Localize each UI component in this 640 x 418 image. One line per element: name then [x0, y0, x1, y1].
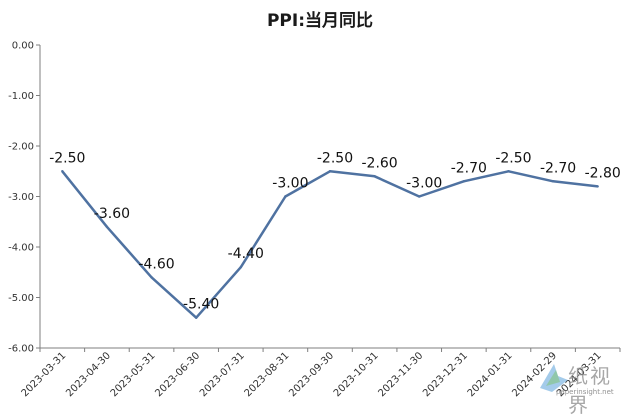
x-tick-label: 2023-10-31 [332, 350, 381, 399]
data-point [105, 225, 109, 228]
series-layer [61, 170, 599, 319]
data-point [551, 180, 555, 183]
x-tick-label: 2023-08-31 [243, 350, 292, 399]
x-tick-label: 2023-04-30 [64, 350, 113, 399]
x-tick-label: 2023-11-30 [376, 350, 425, 399]
data-point [418, 195, 421, 198]
data-point [61, 170, 64, 173]
x-tick-label: 2023-09-30 [287, 350, 336, 399]
data-label: -4.60 [138, 256, 174, 272]
data-label: -3.60 [94, 206, 130, 222]
x-tick-label: 2023-05-31 [109, 350, 158, 399]
data-label: -2.80 [585, 165, 621, 181]
data-point [239, 266, 242, 269]
y-tick-label: -2.00 [8, 142, 34, 153]
data-label: -2.50 [495, 150, 531, 166]
watermark-logo: 纸视界 paperinsight.net [534, 358, 626, 417]
data-point [462, 180, 466, 183]
x-tick-label: 2023-07-31 [198, 350, 247, 399]
chart-title: PPI:当月同比 [266, 11, 374, 31]
data-point [596, 185, 599, 188]
data-point [284, 195, 287, 198]
y-tick-label: 0.00 [12, 41, 34, 52]
data-label: -3.00 [406, 176, 442, 192]
x-tick-label: 2023-03-31 [20, 350, 69, 399]
data-point [150, 276, 153, 279]
y-tick-label: -3.00 [8, 192, 34, 203]
watermark-url: paperinsight.net [556, 388, 614, 396]
y-tick-label: -5.00 [8, 293, 34, 304]
data-labels: -2.50 -3.60 -4.60 -5.40 -4.40 -3.00 -2.50 -2.60… [49, 150, 621, 312]
data-point [507, 170, 510, 173]
x-tick-label: 2023-12-31 [421, 350, 470, 399]
data-label: -4.40 [228, 246, 264, 262]
line-chart: 0.00-1.00-2.00-3.00-4.00-5.00-6.002023-0… [8, 41, 621, 400]
y-tick-label: -6.00 [8, 344, 34, 355]
data-label: -3.00 [272, 176, 308, 192]
x-tick-label: 2023-06-30 [153, 350, 202, 399]
data-label: -2.70 [540, 160, 576, 176]
data-point [194, 316, 198, 319]
x-tick-label: 2024-01-31 [466, 350, 515, 399]
data-point [328, 170, 332, 173]
series-line [61, 170, 598, 319]
data-point [373, 175, 376, 178]
y-tick-label: -1.00 [8, 91, 34, 102]
data-label: -2.70 [451, 160, 487, 176]
data-label: -2.50 [317, 150, 353, 166]
y-tick-label: -4.00 [8, 243, 34, 254]
data-label: -2.60 [361, 155, 397, 171]
data-label: -5.40 [183, 297, 219, 313]
data-label: -2.50 [49, 150, 85, 166]
